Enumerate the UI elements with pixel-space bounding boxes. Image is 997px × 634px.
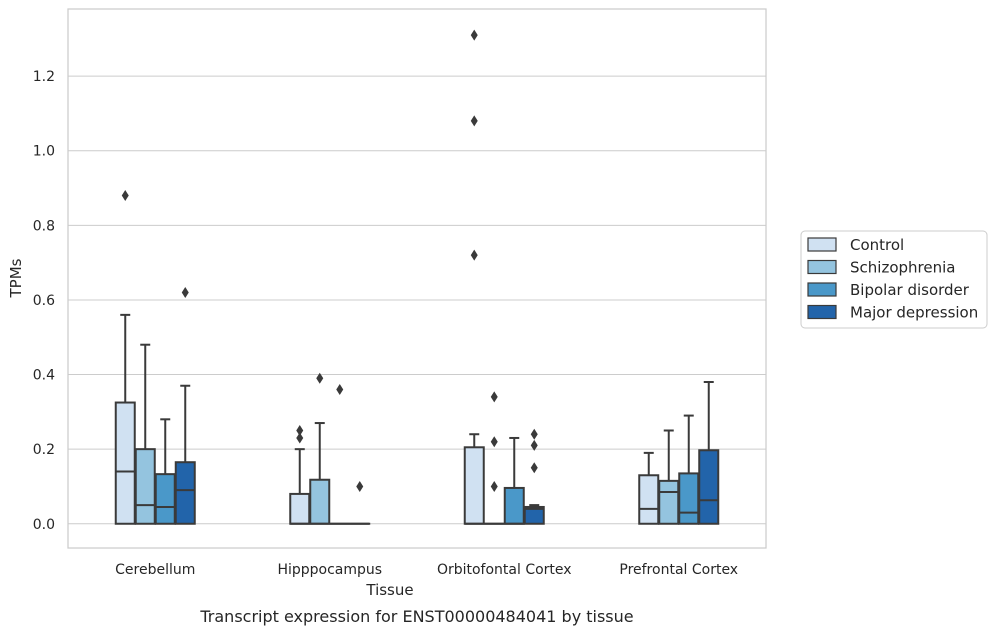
box <box>698 381 720 525</box>
box <box>523 428 545 525</box>
box <box>329 383 351 525</box>
x-axis-label: Tissue <box>365 581 413 599</box>
legend-label: Schizophrenia <box>850 259 955 277</box>
outlier-point <box>121 190 129 202</box>
outlier-point <box>336 383 344 395</box>
legend-frame <box>800 230 988 329</box>
legend-swatch <box>807 237 837 252</box>
y-tick-label: 1.2 <box>33 69 55 85</box>
y-axis-ticks: 0.0 0.2 0.4 0.6 0.8 1.0 1.2 <box>33 69 55 533</box>
x-tick-label: Prefrontal Cortex <box>619 562 738 578</box>
box <box>349 480 371 525</box>
y-tick-label: 0.2 <box>33 442 55 458</box>
outlier-point <box>316 372 324 384</box>
box <box>134 343 156 525</box>
box <box>114 190 136 525</box>
y-tick-label: 0.0 <box>33 517 55 533</box>
outlier-point <box>181 286 189 298</box>
grid-lines <box>68 75 766 525</box>
box <box>154 418 176 525</box>
box-body <box>523 505 545 525</box>
legend: Control Schizophrenia Bipolar disorder Majo… <box>800 230 988 329</box>
box <box>174 286 196 525</box>
y-tick-label: 0.8 <box>33 218 55 234</box>
legend-swatch <box>807 259 837 275</box>
x-tick-label: Hipppocampus <box>277 562 382 578</box>
box-body <box>463 446 485 525</box>
outlier-point <box>490 436 498 448</box>
box-body <box>114 401 136 525</box>
outlier-point <box>530 462 538 474</box>
box <box>678 414 700 525</box>
plot-area-frame <box>67 8 767 549</box>
box-body <box>678 472 700 525</box>
box <box>638 451 660 525</box>
box-body <box>698 449 720 525</box>
outlier-point <box>530 428 538 440</box>
x-tick-label: Cerebellum <box>115 562 195 578</box>
outlier-point <box>296 432 304 444</box>
x-axis-ticks: Cerebellum Hipppocampus Orbitofontal Corte… <box>115 562 738 578</box>
figure-caption: Transcript expression for ENST0000048404… <box>199 607 633 626</box>
box-body <box>503 486 525 525</box>
outlier-point <box>530 439 538 451</box>
outlier-point <box>470 115 478 127</box>
box <box>463 29 485 525</box>
box-body <box>638 474 660 525</box>
box-body <box>134 448 156 525</box>
y-tick-label: 1.0 <box>33 144 55 160</box>
box <box>483 391 505 525</box>
box-body <box>309 478 331 525</box>
y-axis-label: TPMs <box>7 258 25 298</box>
legend-label: Control <box>850 236 904 254</box>
x-tick-label: Orbitofontal Cortex <box>437 562 572 578</box>
outlier-point <box>490 480 498 492</box>
box-body <box>658 479 680 525</box>
legend-swatch <box>807 304 837 320</box>
y-tick-label: 0.4 <box>33 368 55 384</box>
legend-label: Bipolar disorder <box>850 281 970 299</box>
outlier-point <box>490 391 498 403</box>
box <box>309 372 331 525</box>
box <box>658 429 680 525</box>
box-body <box>289 492 311 525</box>
box-body <box>154 473 176 525</box>
outlier-point <box>470 249 478 261</box>
outlier-point <box>356 480 364 492</box>
y-tick-label: 0.6 <box>33 293 55 309</box>
outlier-point <box>470 29 478 41</box>
box-series <box>114 29 720 525</box>
legend-swatch <box>807 282 837 297</box>
box <box>503 436 525 525</box>
box <box>289 425 311 525</box>
outlier-point <box>296 425 304 437</box>
box-body <box>174 461 196 525</box>
legend-label: Major depression <box>850 304 978 322</box>
